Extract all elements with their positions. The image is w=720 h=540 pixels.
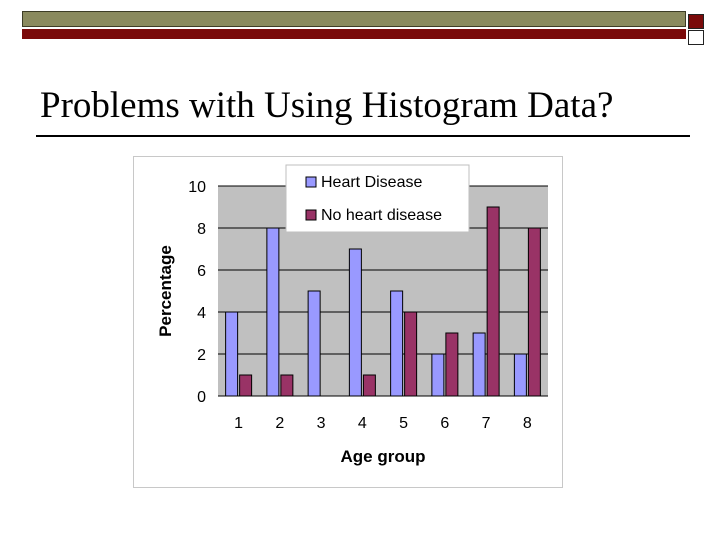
- y-tick-label: 6: [197, 263, 206, 280]
- y-tick-label: 8: [197, 221, 206, 238]
- bar-no-heart-disease: [445, 332, 459, 397]
- bar-no-heart-disease: [486, 206, 500, 397]
- y-tick-label: 4: [197, 305, 206, 322]
- x-tick-label: 4: [358, 415, 367, 432]
- legend-swatch: [305, 176, 317, 188]
- y-tick-label: 2: [197, 347, 206, 364]
- x-tick-label: 1: [234, 415, 243, 432]
- olive-band: [22, 11, 686, 27]
- slide-title: Problems with Using Histogram Data?: [40, 85, 614, 126]
- x-tick-label: 5: [399, 415, 408, 432]
- bar-no-heart-disease: [527, 227, 541, 397]
- bar-heart-disease: [348, 248, 362, 397]
- bar-heart-disease: [266, 227, 280, 397]
- x-tick-label: 2: [275, 415, 284, 432]
- bar-no-heart-disease: [280, 374, 294, 397]
- x-tick-label: 3: [317, 415, 326, 432]
- maroon-band: [22, 29, 686, 39]
- maroon-corner-square: [688, 14, 704, 29]
- bar-heart-disease: [472, 332, 486, 397]
- bar-heart-disease: [431, 353, 445, 397]
- x-axis-title: Age group: [341, 447, 426, 466]
- legend-box: [285, 164, 470, 233]
- x-tick-label: 6: [440, 415, 449, 432]
- legend-swatch: [305, 209, 317, 221]
- y-tick-label: 0: [197, 389, 206, 406]
- legend-label: No heart disease: [321, 207, 442, 224]
- legend-label: Heart Disease: [321, 174, 422, 191]
- bar-no-heart-disease: [362, 374, 376, 397]
- bar-heart-disease: [390, 290, 404, 397]
- title-underline: [36, 135, 690, 137]
- x-tick-label: 7: [482, 415, 491, 432]
- bar-no-heart-disease: [404, 311, 418, 397]
- white-corner-square: [688, 30, 704, 45]
- bar-heart-disease: [513, 353, 527, 397]
- bar-heart-disease: [307, 290, 321, 397]
- chart-frame: 0 2 4 6 8 10 1 2 3 4 5 6 7 8 Age group Percentage Heart …: [133, 156, 563, 488]
- bar-heart-disease: [225, 311, 239, 397]
- top-decorative-bar: [22, 11, 686, 39]
- x-tick-label: 8: [523, 415, 532, 432]
- y-tick-label: 10: [188, 179, 206, 196]
- y-axis-title: Percentage: [156, 245, 175, 337]
- bar-no-heart-disease: [239, 374, 253, 397]
